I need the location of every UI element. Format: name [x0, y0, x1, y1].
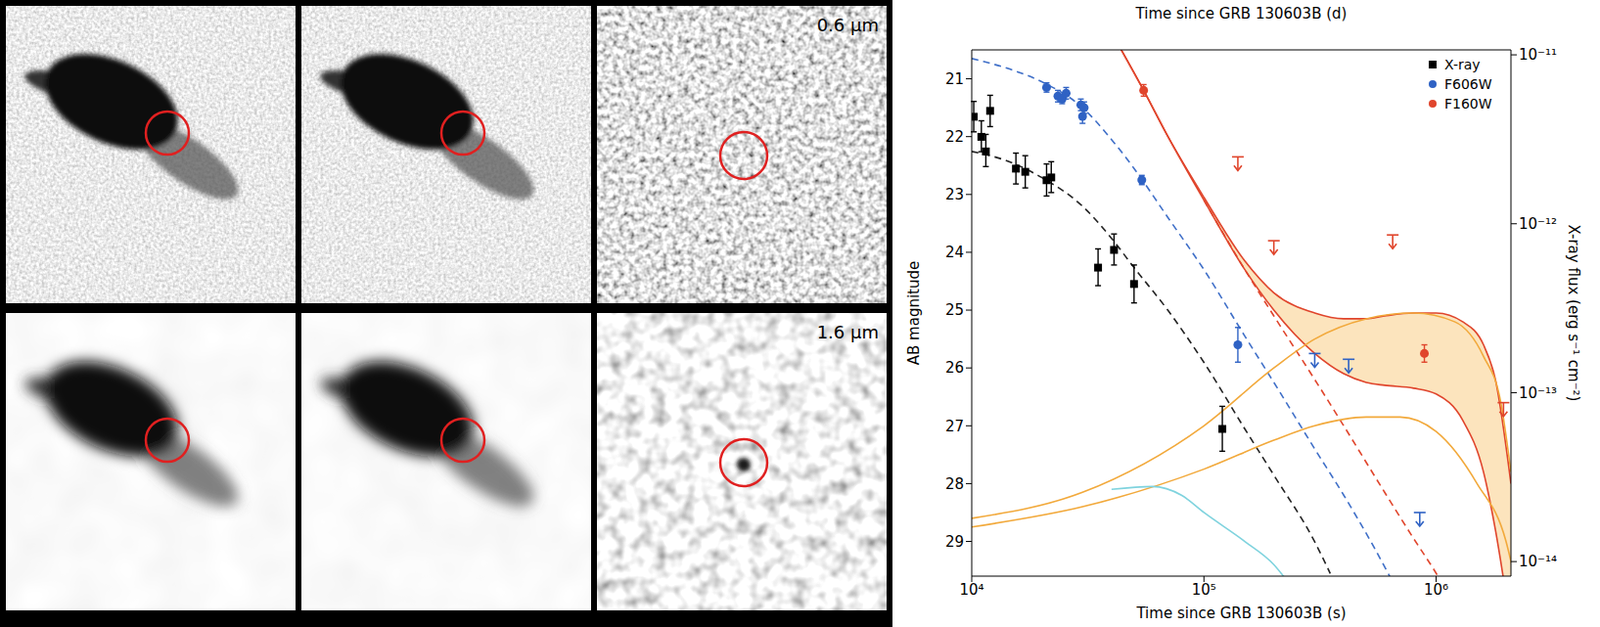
svg-text:24: 24	[945, 243, 964, 262]
svg-text:29: 29	[945, 533, 964, 551]
svg-text:10⁵: 10⁵	[1191, 581, 1217, 599]
svg-text:10⁴: 10⁴	[959, 581, 984, 599]
svg-text:X-ray flux (erg s⁻¹ cm⁻²): X-ray flux (erg s⁻¹ cm⁻²)	[1564, 225, 1583, 403]
svg-text:AB magnitude: AB magnitude	[905, 261, 923, 366]
svg-text:23: 23	[945, 185, 964, 204]
svg-text:26: 26	[945, 359, 964, 377]
svg-text:25: 25	[945, 301, 964, 320]
svg-text:28: 28	[945, 475, 964, 494]
html-text:F606W: F606W	[1444, 76, 1492, 92]
svg-text:22: 22	[945, 128, 964, 146]
svg-text:Time since GRB 130603B (s): Time since GRB 130603B (s)	[1135, 604, 1346, 623]
svg-text:21: 21	[945, 70, 964, 89]
svg-text:1.6 μm: 1.6 μm	[817, 321, 879, 343]
svg-text:0.6 μm: 0.6 μm	[817, 14, 879, 36]
html-text:X-ray: X-ray	[1444, 56, 1481, 73]
svg-text:10⁻¹¹: 10⁻¹¹	[1518, 45, 1557, 64]
svg-text:Time since GRB 130603B (d): Time since GRB 130603B (d)	[1135, 4, 1348, 23]
svg-text:10⁻¹³: 10⁻¹³	[1518, 384, 1557, 403]
svg-text:10⁻¹²: 10⁻¹²	[1518, 215, 1557, 233]
svg-text:10⁻¹⁴: 10⁻¹⁴	[1518, 552, 1557, 571]
svg-text:27: 27	[945, 417, 964, 436]
svg-text:10⁶: 10⁶	[1423, 581, 1449, 599]
html-text:F160W: F160W	[1444, 95, 1492, 112]
